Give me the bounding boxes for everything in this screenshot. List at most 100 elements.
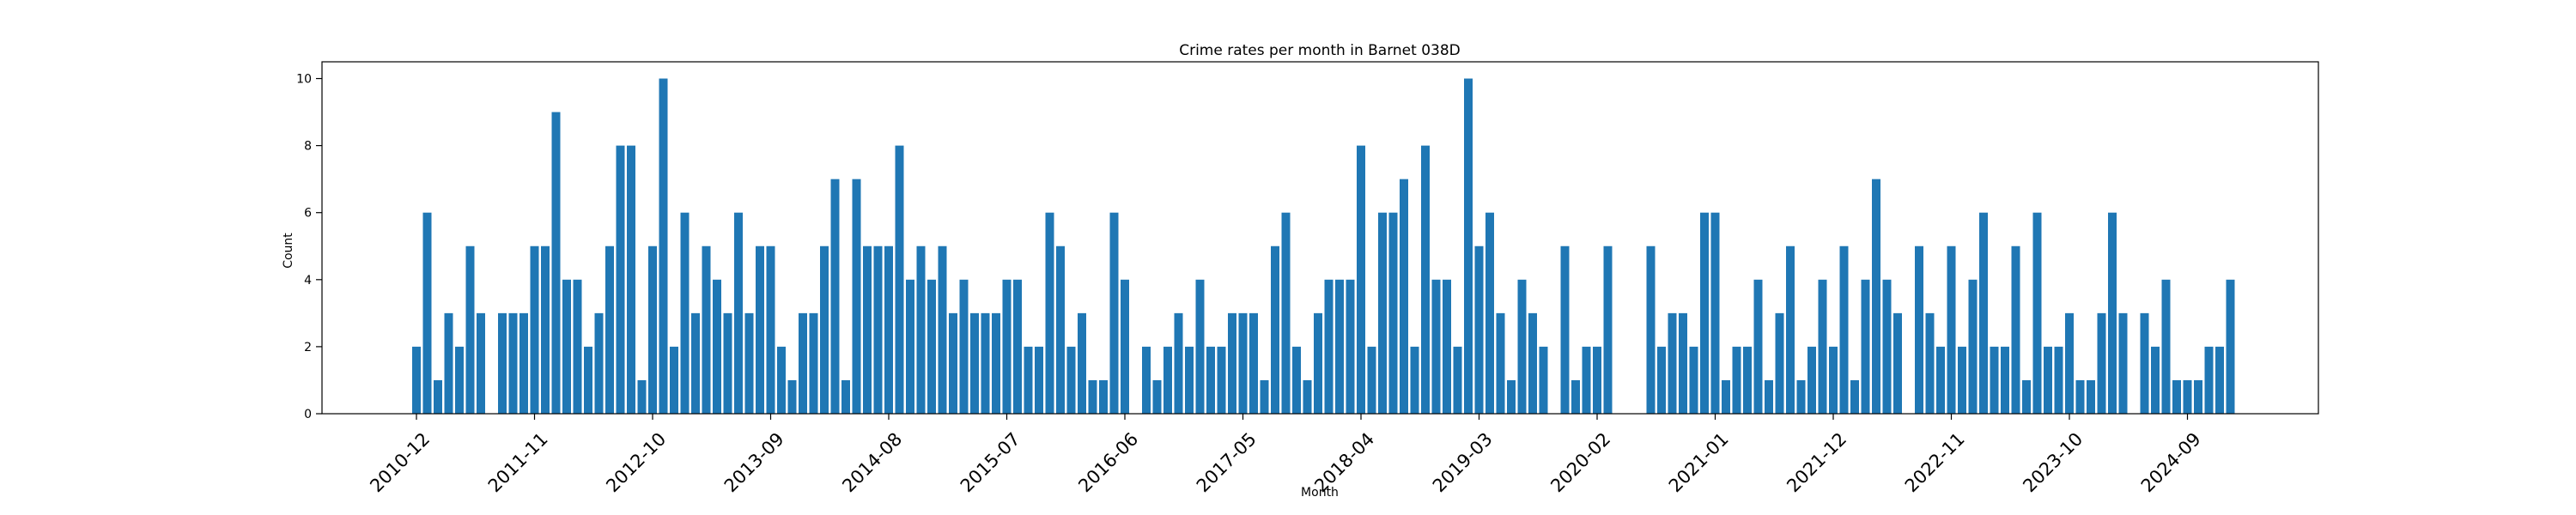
bar	[873, 245, 883, 414]
bar	[1249, 312, 1258, 414]
bar	[863, 245, 872, 414]
bar	[1035, 346, 1043, 414]
x-tick-label: 2024-09	[2137, 428, 2205, 496]
bar	[2075, 379, 2085, 414]
bar	[1185, 346, 1194, 414]
bar	[465, 245, 475, 414]
bar	[1958, 346, 1966, 414]
bar	[1850, 379, 1859, 414]
bar	[744, 312, 754, 414]
bar	[1357, 145, 1365, 414]
bar	[1066, 346, 1076, 414]
bar	[1968, 279, 1978, 414]
bar	[927, 279, 936, 414]
bar	[2183, 379, 2192, 414]
bar	[1142, 346, 1151, 414]
bar	[422, 212, 432, 414]
bar	[1485, 212, 1494, 414]
bar	[573, 279, 582, 414]
bar	[2065, 312, 2074, 414]
bar	[2151, 346, 2160, 414]
bar	[1206, 346, 1215, 414]
bar	[1335, 279, 1344, 414]
bar	[1947, 245, 1956, 414]
bar	[787, 379, 797, 414]
bar	[1936, 346, 1945, 414]
bar	[1539, 346, 1548, 414]
y-axis-ticks: 0 2 4 6 8 10	[296, 73, 322, 421]
bar	[2097, 312, 2106, 414]
bar	[1882, 279, 1892, 414]
bar	[2054, 346, 2063, 414]
bar	[2001, 346, 2009, 414]
bar	[959, 279, 969, 414]
x-tick-label: 2010-12	[366, 428, 434, 496]
bar	[1464, 78, 1473, 415]
bar	[2172, 379, 2181, 414]
bar	[1765, 379, 1773, 414]
bar	[1753, 279, 1763, 414]
y-tick-label: 10	[296, 73, 312, 87]
x-tick-label: 2023-10	[2019, 428, 2087, 496]
bar	[605, 245, 614, 414]
bar	[1786, 245, 1795, 414]
bar	[1195, 279, 1205, 414]
y-axis-label: Count	[282, 233, 295, 269]
bar	[1453, 346, 1462, 414]
x-tick-label: 2017-05	[1193, 428, 1261, 496]
bar	[444, 312, 453, 414]
bar	[1174, 312, 1183, 414]
bar	[434, 379, 442, 414]
bar	[412, 346, 421, 414]
bar	[1700, 212, 1709, 414]
bar	[734, 212, 743, 414]
bar	[2087, 379, 2095, 414]
bar	[1915, 245, 1923, 414]
plot-frame	[321, 61, 2319, 415]
bar	[1228, 312, 1236, 414]
bar	[1796, 379, 1806, 414]
x-tick-label: 2022-11	[1901, 428, 1969, 496]
bar	[1099, 379, 1108, 414]
bar	[1002, 279, 1012, 414]
bar	[820, 245, 829, 414]
bar	[1121, 279, 1129, 414]
bar	[1045, 212, 1054, 414]
bar	[1571, 379, 1580, 414]
bar	[1109, 212, 1119, 414]
bar	[637, 379, 647, 414]
bar	[627, 145, 635, 414]
bar	[852, 179, 861, 415]
bar	[1507, 379, 1516, 414]
bar	[508, 312, 518, 414]
bar	[1281, 212, 1291, 414]
bar	[1088, 379, 1097, 414]
bar	[723, 312, 732, 414]
bar	[884, 245, 893, 414]
x-tick-label: 2014-08	[838, 428, 906, 496]
bar	[1271, 245, 1279, 414]
x-tick-label: 2011-11	[484, 428, 552, 496]
bar	[1346, 279, 1355, 414]
bar	[1689, 346, 1698, 414]
bar	[584, 346, 592, 414]
bar	[519, 312, 528, 414]
bar	[498, 312, 507, 414]
bar	[1990, 346, 1999, 414]
bar	[2118, 312, 2128, 414]
bar	[1431, 279, 1441, 414]
bar	[1829, 346, 1838, 414]
bar	[616, 145, 625, 414]
bar	[2022, 379, 2031, 414]
x-tick-label: 2019-03	[1429, 428, 1497, 496]
bar	[1400, 179, 1408, 415]
x-axis-label: Month	[1301, 486, 1339, 500]
bar	[970, 312, 979, 414]
bar	[916, 245, 926, 414]
x-tick-label: 2015-07	[957, 428, 1024, 496]
bar	[2215, 346, 2224, 414]
bar	[1367, 346, 1376, 414]
bar	[1807, 346, 1816, 414]
